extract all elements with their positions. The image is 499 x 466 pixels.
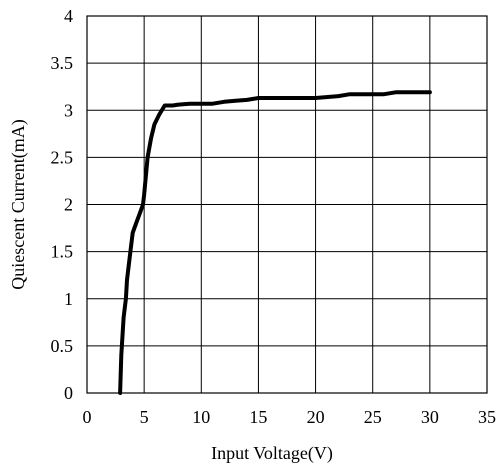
x-tick-label: 30 — [421, 407, 439, 427]
x-tick-label: 10 — [192, 407, 210, 427]
y-tick-label: 0.5 — [51, 336, 74, 356]
x-axis-title: Input Voltage(V) — [211, 443, 333, 464]
y-tick-labels: 0 0.5 1 1.5 2 2.5 3 3.5 4 — [51, 6, 74, 403]
y-tick-label: 0 — [64, 383, 73, 403]
series-layer — [118, 90, 432, 395]
y-tick-label: 4 — [64, 6, 73, 26]
y-axis-title: Quiescent Current(mA) — [8, 119, 29, 289]
y-tick-label: 3 — [64, 100, 73, 120]
x-tick-label: 20 — [307, 407, 325, 427]
y-tick-label: 1 — [64, 289, 73, 309]
y-tick-label: 3.5 — [51, 53, 74, 73]
x-tick-label: 25 — [364, 407, 382, 427]
series-line — [118, 90, 432, 395]
y-tick-label: 2 — [64, 195, 73, 215]
x-tick-label: 15 — [249, 407, 267, 427]
x-tick-label: 35 — [478, 407, 496, 427]
x-tick-label: 0 — [83, 407, 92, 427]
x-tick-labels: 0 5 10 15 20 25 30 35 — [83, 407, 497, 427]
y-tick-label: 1.5 — [51, 242, 74, 262]
x-tick-label: 5 — [140, 407, 149, 427]
grid-lines — [86, 15, 488, 394]
plot-area-frame — [86, 15, 488, 394]
y-tick-label: 2.5 — [51, 147, 74, 167]
